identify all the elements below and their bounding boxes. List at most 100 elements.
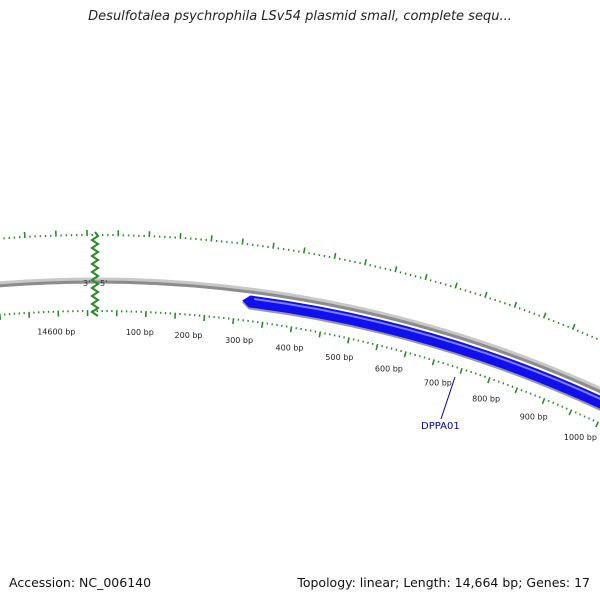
position-label: 14600 bp: [37, 328, 75, 337]
major-tick: [272, 242, 275, 249]
minor-tick: [533, 312, 536, 315]
minor-tick: [428, 357, 431, 361]
minor-tick: [523, 308, 526, 312]
major-tick: [303, 247, 306, 254]
major-tick: [571, 323, 576, 331]
minor-tick: [474, 292, 477, 295]
position-label: 900 bp: [520, 413, 548, 422]
minor-tick: [581, 331, 584, 334]
major-tick: [424, 273, 428, 281]
position-label: 200 bp: [175, 331, 203, 340]
minor-tick: [384, 267, 387, 270]
minor-tick: [419, 276, 422, 279]
minor-tick: [538, 396, 541, 399]
position-label: 400 bp: [276, 343, 304, 352]
minor-tick: [414, 275, 417, 278]
major-tick: [568, 409, 573, 416]
minor-tick: [576, 329, 579, 332]
major-tick: [454, 282, 458, 289]
minor-tick: [409, 273, 412, 277]
position-label: 300 bp: [225, 336, 253, 345]
minor-tick: [414, 353, 417, 357]
minor-tick: [506, 383, 509, 387]
sequence-end-break: [90, 231, 100, 317]
major-tick: [241, 238, 244, 245]
major-tick: [210, 235, 213, 242]
minor-tick: [404, 272, 407, 275]
minor-tick: [562, 323, 565, 327]
major-tick: [541, 397, 546, 405]
accession-text: Accession: NC_006140: [9, 575, 152, 590]
gene-label-dppa01[interactable]: DPPA01: [421, 421, 460, 432]
gene-arrow-dppa01[interactable]: [242, 295, 600, 458]
minor-tick: [557, 321, 560, 325]
sequence-backbone: [0, 280, 600, 394]
map-title: Desulfotalea psychrophila LSv54 plasmid …: [88, 9, 512, 24]
minor-tick: [465, 369, 468, 372]
minor-tick: [381, 345, 384, 348]
major-tick: [459, 367, 463, 375]
minor-tick: [444, 283, 447, 286]
minor-tick: [499, 300, 502, 303]
minor-tick: [494, 298, 497, 302]
minor-tick: [374, 265, 377, 268]
minor-tick: [437, 360, 440, 363]
minor-tick: [390, 347, 393, 350]
minor-tick: [583, 415, 586, 418]
minor-tick: [574, 411, 577, 414]
position-label: 600 bp: [375, 365, 403, 374]
major-tick: [375, 343, 379, 351]
minor-tick: [385, 346, 388, 349]
major-tick: [232, 318, 235, 325]
major-tick: [318, 331, 322, 338]
minor-tick: [552, 401, 555, 405]
minor-tick: [595, 337, 598, 340]
major-tick: [514, 387, 519, 394]
minor-tick: [565, 407, 568, 410]
minor-tick: [502, 382, 505, 385]
minor-tick: [395, 348, 398, 351]
minor-tick: [429, 279, 432, 282]
five-prime-label: 5': [100, 279, 107, 288]
major-tick: [364, 259, 367, 266]
position-label: 100 bp: [126, 328, 154, 337]
major-tick: [431, 359, 435, 366]
minor-tick: [503, 302, 506, 305]
minor-tick: [489, 297, 492, 300]
minor-tick: [451, 364, 454, 368]
minor-tick: [367, 341, 369, 344]
minor-tick: [469, 290, 472, 294]
major-tick: [289, 326, 293, 333]
minor-tick: [446, 363, 449, 366]
minor-tick: [464, 289, 467, 292]
minor-tick: [497, 380, 500, 383]
minor-tick: [474, 372, 477, 375]
position-label: 800 bp: [472, 395, 500, 404]
minor-tick: [493, 378, 496, 382]
three-prime-label: 3': [83, 279, 90, 288]
minor-tick: [439, 281, 442, 285]
major-tick: [261, 321, 264, 328]
minor-tick: [362, 340, 365, 343]
minor-tick: [511, 385, 514, 388]
minor-tick: [586, 333, 589, 336]
minor-tick: [479, 293, 482, 297]
minor-tick: [556, 403, 559, 406]
minor-tick: [479, 373, 482, 377]
minor-tick: [456, 366, 459, 369]
minor-tick: [547, 399, 550, 403]
minor-tick: [538, 314, 541, 317]
minor-tick: [547, 318, 550, 321]
inner-tick-ring: [0, 309, 600, 428]
minor-tick: [442, 361, 445, 365]
minor-tick: [508, 303, 511, 307]
major-tick: [484, 291, 488, 298]
minor-tick: [409, 352, 412, 355]
major-tick: [203, 314, 206, 322]
major-tick: [394, 266, 398, 273]
minor-tick: [567, 325, 570, 329]
minor-tick: [528, 310, 531, 314]
minor-tick: [449, 284, 452, 288]
minor-tick: [552, 319, 555, 323]
